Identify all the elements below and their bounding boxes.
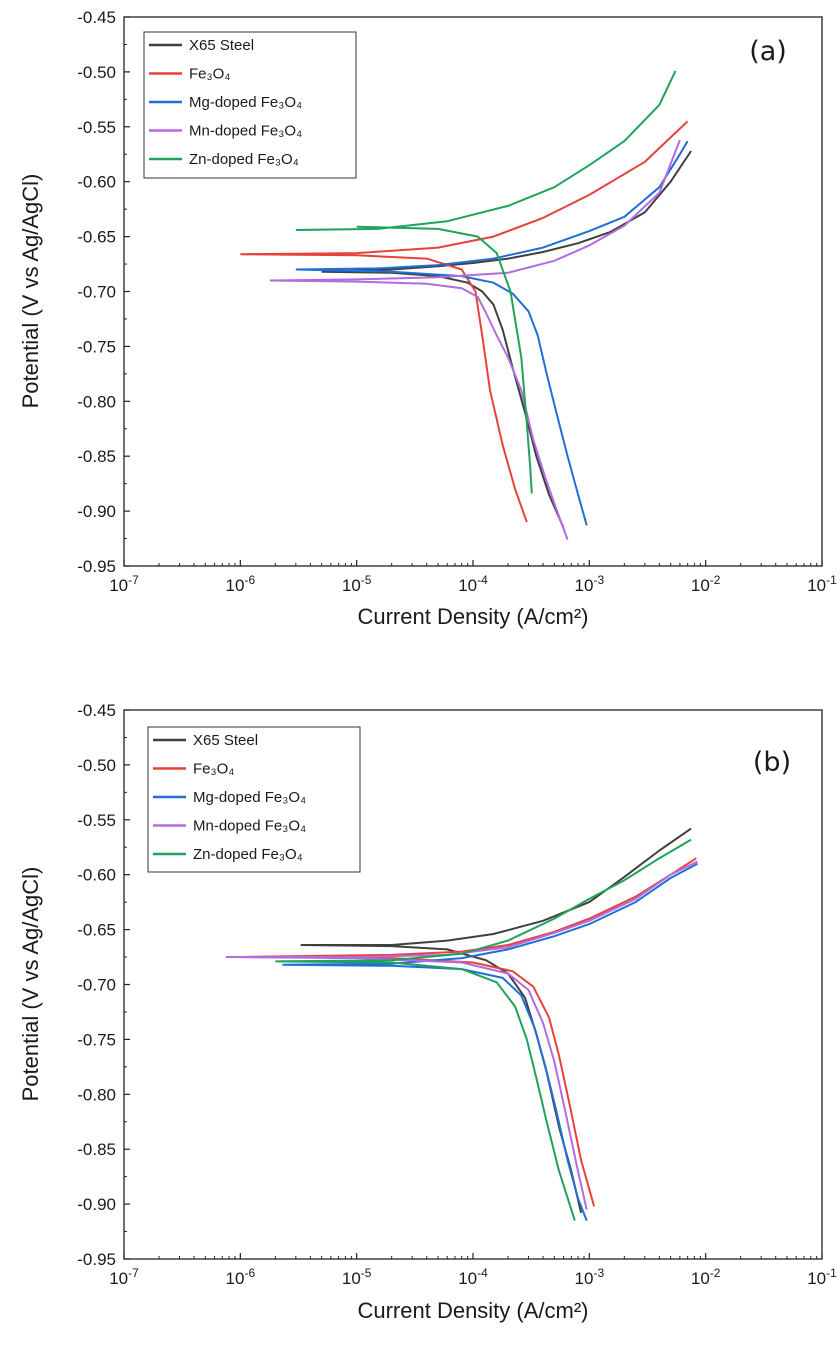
x-tick-label: 10-6 — [226, 1266, 256, 1288]
series-line-3 — [282, 862, 698, 1221]
y-tick-label: -0.90 — [77, 502, 116, 521]
legend-box — [147, 726, 361, 873]
series-line-2 — [240, 120, 689, 523]
x-tick-label: 10-5 — [342, 573, 372, 595]
x-tick-label: 10-5 — [342, 1266, 372, 1288]
legend-label: Mg-doped Fe₃O₄ — [193, 789, 306, 806]
legend-label: Mn-doped Fe₃O₄ — [189, 123, 302, 140]
chart-panel-b: -0.45 -0.50 -0.55 -0.60 -0.65 -0.70 -0.75 -0.80… — [18, 701, 837, 1323]
series-line-1 — [300, 827, 692, 1214]
x-axis-title: Current Density (A/cm²) — [357, 1298, 588, 1323]
series-line-4 — [269, 139, 681, 540]
y-tick-label: -0.75 — [77, 337, 116, 356]
y-tick-label: -0.90 — [77, 1195, 116, 1214]
legend-label: Zn-doped Fe₃O₄ — [189, 151, 299, 168]
y-tick-label: -0.55 — [77, 811, 116, 830]
legend-label: X65 Steel — [193, 732, 258, 749]
series-line-5 — [275, 838, 692, 1221]
x-tick-label: 10-3 — [575, 573, 605, 595]
y-tick-label: -0.65 — [77, 228, 116, 247]
series-line-1 — [321, 150, 692, 529]
series-line-4 — [225, 860, 698, 1210]
x-tick-label: 10-6 — [226, 573, 256, 595]
y-tick-label: -0.70 — [77, 976, 116, 995]
panel-label: (b) — [753, 747, 791, 778]
legend-label: Zn-doped Fe₃O₄ — [193, 846, 303, 863]
legend-label: X65 Steel — [189, 37, 254, 54]
x-tick-label: 10-1 — [807, 1266, 837, 1288]
x-tick-label: 10-1 — [807, 573, 837, 595]
y-tick-label: -0.95 — [77, 557, 116, 576]
legend-label: Fe₃O₄ — [189, 66, 230, 83]
y-tick-label: -0.45 — [77, 701, 116, 720]
y-tick-label: -0.80 — [77, 1085, 116, 1104]
series-line-3 — [295, 140, 689, 526]
x-tick-label: 10-2 — [691, 1266, 721, 1288]
y-tick-label: -0.65 — [77, 921, 116, 940]
y-tick-label: -0.85 — [77, 1140, 116, 1159]
y-axis-title: Potential (V vs Ag/AgCl) — [18, 867, 43, 1102]
y-axis-title: Potential (V vs Ag/AgCl) — [18, 174, 43, 409]
x-tick-label: 10-2 — [691, 573, 721, 595]
legend-box — [143, 31, 357, 179]
y-tick-label: -0.70 — [77, 283, 116, 302]
y-tick-label: -0.85 — [77, 447, 116, 466]
legend-label: Mg-doped Fe₃O₄ — [189, 94, 302, 111]
y-tick-label: -0.45 — [77, 8, 116, 27]
y-tick-label: -0.75 — [77, 1030, 116, 1049]
legend-label: Fe₃O₄ — [193, 761, 234, 778]
legend-label: Mn-doped Fe₃O₄ — [193, 818, 306, 835]
x-tick-label: 10-4 — [458, 573, 488, 595]
x-tick-label: 10-4 — [458, 1266, 488, 1288]
series-line-5 — [295, 70, 677, 494]
panel-label: (a) — [749, 36, 787, 67]
y-tick-label: -0.60 — [77, 866, 116, 885]
y-tick-label: -0.50 — [77, 63, 116, 82]
y-tick-label: -0.50 — [77, 756, 116, 775]
series-line-2 — [240, 857, 697, 1207]
chart-panel-a: -0.45 -0.50 -0.55 -0.60 -0.65 -0.70 -0.75 -0.80… — [18, 8, 837, 629]
x-tick-label: 10-7 — [109, 573, 139, 595]
y-tick-label: -0.80 — [77, 392, 116, 411]
x-tick-label: 10-7 — [109, 1266, 139, 1288]
x-axis-title: Current Density (A/cm²) — [357, 604, 588, 629]
y-tick-label: -0.55 — [77, 118, 116, 137]
x-tick-label: 10-3 — [575, 1266, 605, 1288]
y-tick-label: -0.95 — [77, 1250, 116, 1269]
y-tick-label: -0.60 — [77, 173, 116, 192]
